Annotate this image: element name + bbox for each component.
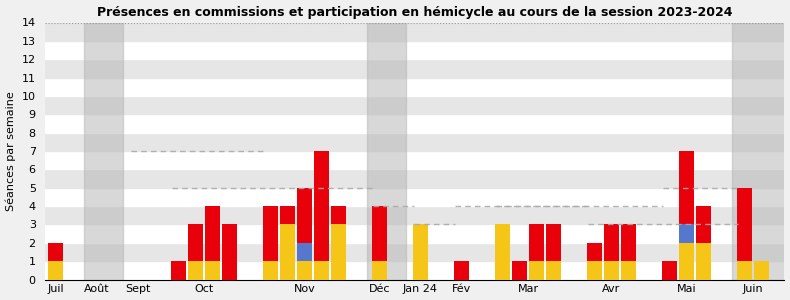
Bar <box>679 151 694 224</box>
Bar <box>732 22 788 280</box>
Bar <box>46 224 784 243</box>
Bar <box>46 78 784 96</box>
Bar <box>367 22 406 280</box>
Bar <box>512 261 527 280</box>
Bar <box>48 243 63 261</box>
Title: Présences en commissions et participation en hémicycle au cours de la session 20: Présences en commissions et participatio… <box>97 6 732 19</box>
Y-axis label: Séances par semaine: Séances par semaine <box>6 91 16 211</box>
Bar <box>205 206 220 261</box>
Bar <box>46 96 784 114</box>
Bar <box>529 224 544 261</box>
Bar <box>679 224 694 243</box>
Bar <box>188 261 203 280</box>
Bar <box>46 261 784 280</box>
Bar <box>754 261 769 280</box>
Bar <box>46 59 784 78</box>
Bar <box>372 206 387 261</box>
Bar <box>48 261 63 280</box>
Bar <box>587 261 602 280</box>
Bar <box>331 206 346 224</box>
Bar <box>46 151 784 170</box>
Bar <box>679 243 694 280</box>
Bar <box>737 261 752 280</box>
Bar <box>372 261 387 280</box>
Bar <box>604 261 619 280</box>
Bar <box>314 261 329 280</box>
Bar <box>46 22 784 41</box>
Bar <box>171 261 186 280</box>
Bar <box>46 114 784 133</box>
Bar <box>188 224 203 261</box>
Bar <box>314 151 329 261</box>
Bar <box>495 224 510 280</box>
Bar <box>454 261 469 280</box>
Bar <box>546 261 561 280</box>
Bar <box>280 224 295 280</box>
Bar <box>587 243 602 261</box>
Bar <box>46 188 784 206</box>
Bar <box>85 22 123 280</box>
Bar <box>46 206 784 224</box>
Bar <box>604 224 619 261</box>
Bar <box>662 261 677 280</box>
Bar <box>297 261 312 280</box>
Bar <box>205 261 220 280</box>
Bar <box>529 261 544 280</box>
Bar <box>222 224 237 280</box>
Bar <box>263 261 278 280</box>
Bar <box>46 243 784 261</box>
Bar <box>331 224 346 280</box>
Bar <box>280 206 295 224</box>
Bar <box>413 224 428 280</box>
Bar <box>263 206 278 261</box>
Bar <box>696 206 711 243</box>
Bar <box>297 188 312 243</box>
Bar <box>696 243 711 280</box>
Bar <box>621 224 636 261</box>
Bar <box>46 41 784 59</box>
Bar <box>737 188 752 261</box>
Bar <box>46 169 784 188</box>
Bar <box>546 224 561 261</box>
Bar <box>46 133 784 151</box>
Bar <box>621 261 636 280</box>
Bar <box>297 243 312 261</box>
